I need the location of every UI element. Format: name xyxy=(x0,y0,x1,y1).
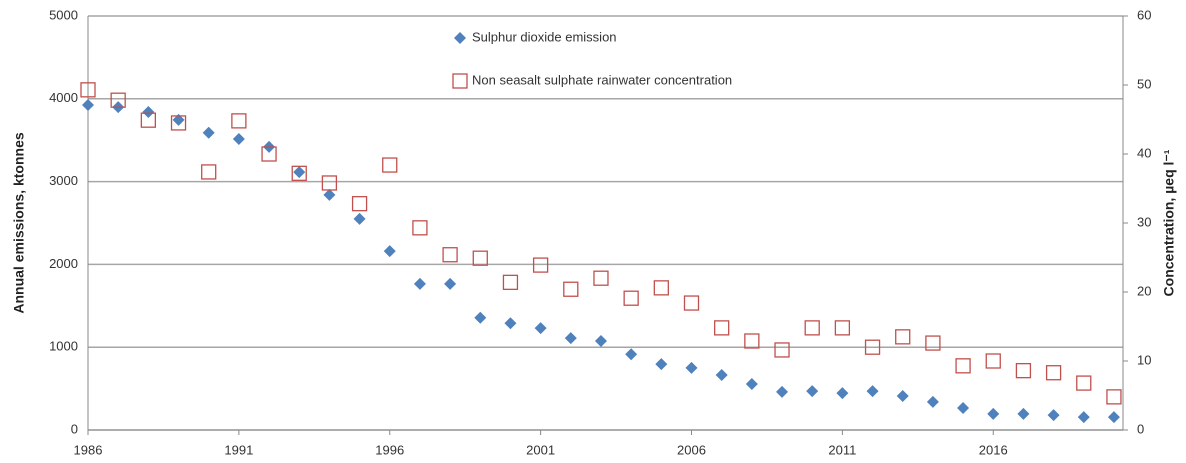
point xyxy=(925,335,941,351)
point xyxy=(291,165,307,181)
point xyxy=(804,320,820,336)
point xyxy=(1017,407,1030,420)
point xyxy=(413,277,426,290)
point xyxy=(502,274,519,290)
y2-axis-title: Concentration, µeq l⁻¹ xyxy=(1161,149,1177,296)
x-tick-label: 2006 xyxy=(677,442,706,457)
point xyxy=(534,322,547,335)
point xyxy=(412,220,428,236)
point xyxy=(1076,375,1092,391)
legend-marker xyxy=(454,32,466,44)
point xyxy=(836,387,849,400)
point xyxy=(140,112,156,128)
point xyxy=(323,188,336,201)
point xyxy=(685,361,698,374)
x-tick-label: 1996 xyxy=(375,442,404,457)
point xyxy=(353,212,366,225)
point xyxy=(444,277,457,290)
x-tick-label: 1986 xyxy=(74,442,103,457)
point xyxy=(231,113,247,129)
point xyxy=(987,407,1000,420)
point xyxy=(383,245,396,258)
y-tick-label: 3000 xyxy=(49,173,78,188)
point xyxy=(1047,409,1060,422)
point xyxy=(1106,389,1122,405)
y2-tick-label: 50 xyxy=(1137,76,1151,91)
point xyxy=(866,385,879,398)
point xyxy=(683,295,700,311)
point xyxy=(957,402,970,415)
y2-tick-label: 0 xyxy=(1137,421,1144,436)
point xyxy=(382,157,398,173)
legend-marker xyxy=(452,73,468,89)
y2-tick-label: 60 xyxy=(1137,7,1151,22)
x-tick-label: 2001 xyxy=(526,442,555,457)
point xyxy=(1077,411,1090,424)
point xyxy=(985,353,1001,369)
point xyxy=(744,333,760,349)
y2-tick-label: 30 xyxy=(1137,214,1151,229)
legend-label: Non seasalt sulphate rainwater concentra… xyxy=(472,72,732,87)
x-tick-label: 2016 xyxy=(979,442,1008,457)
point xyxy=(532,257,549,273)
point xyxy=(896,390,909,403)
point xyxy=(351,196,368,212)
y-tick-label: 1000 xyxy=(49,339,78,354)
point xyxy=(201,164,217,180)
point xyxy=(232,132,245,145)
point xyxy=(504,317,517,330)
point xyxy=(172,113,185,126)
point xyxy=(442,247,458,263)
point xyxy=(776,385,789,398)
point xyxy=(926,395,939,408)
x-tick-label: 1991 xyxy=(224,442,253,457)
point xyxy=(82,99,94,112)
point xyxy=(623,290,639,306)
point xyxy=(714,320,730,336)
point xyxy=(895,329,911,345)
y-axis-title: Annual emissions, ktonnes xyxy=(11,132,27,313)
point xyxy=(1015,363,1032,379)
point xyxy=(806,385,819,398)
y2-tick-label: 40 xyxy=(1137,145,1151,160)
point xyxy=(293,166,306,179)
point xyxy=(80,82,96,98)
y2-tick-label: 10 xyxy=(1137,352,1151,367)
point xyxy=(955,358,971,374)
y-tick-label: 4000 xyxy=(49,90,78,105)
point xyxy=(474,311,487,324)
point xyxy=(625,348,638,361)
point xyxy=(1107,411,1120,424)
legend-label: Sulphur dioxide emission xyxy=(472,29,617,44)
point xyxy=(715,368,728,381)
point xyxy=(321,175,338,191)
point xyxy=(202,126,215,139)
point xyxy=(110,92,126,108)
point xyxy=(745,378,758,391)
point xyxy=(834,320,851,336)
point xyxy=(472,250,488,266)
point xyxy=(655,358,668,371)
point xyxy=(864,339,881,355)
y-tick-label: 5000 xyxy=(49,7,78,22)
y2-tick-label: 20 xyxy=(1137,283,1151,298)
point xyxy=(142,106,155,119)
point xyxy=(594,334,607,347)
point xyxy=(261,146,277,162)
y-tick-label: 0 xyxy=(71,421,78,436)
y-tick-label: 2000 xyxy=(49,256,78,271)
point xyxy=(1045,365,1062,381)
x-tick-label: 2011 xyxy=(828,442,856,457)
point xyxy=(774,342,790,358)
point xyxy=(653,280,669,296)
point xyxy=(564,332,577,345)
point xyxy=(170,115,187,131)
point xyxy=(563,281,579,297)
point xyxy=(593,270,609,286)
